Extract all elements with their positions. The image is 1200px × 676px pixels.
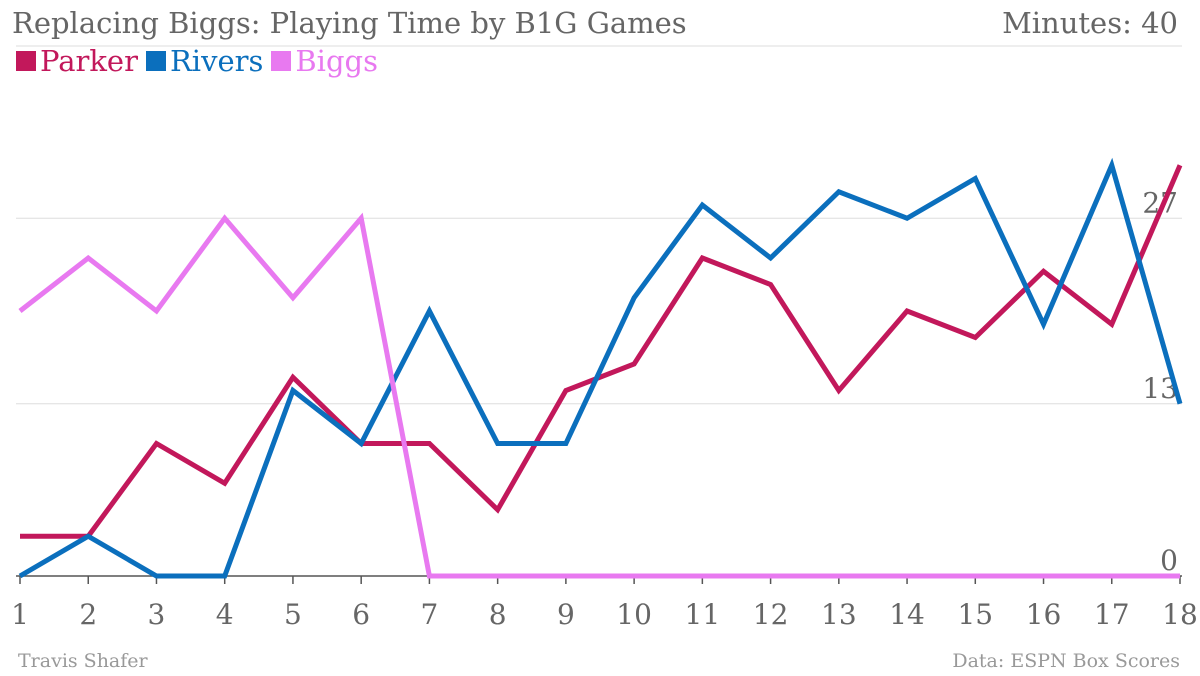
legend-item-biggs: Biggs (271, 44, 378, 78)
x-tick-label-3: 3 (148, 598, 166, 631)
legend-item-parker: Parker (16, 44, 138, 78)
legend-swatch-biggs (271, 51, 292, 71)
x-tick-label-10: 10 (616, 598, 652, 631)
chart-title: Replacing Biggs: Playing Time by B1G Gam… (12, 6, 687, 40)
series-line-biggs (18, 212, 1180, 579)
x-tick-label-5: 5 (284, 598, 302, 631)
y-max-label: Minutes: 40 (1002, 6, 1178, 40)
legend: Parker Rivers Biggs (16, 44, 378, 78)
x-tick-label-4: 4 (216, 598, 234, 631)
x-tick-label-16: 16 (1026, 598, 1062, 631)
credit-text: Travis Shafer (18, 650, 148, 672)
legend-label-biggs: Biggs (295, 44, 378, 78)
x-tick-label-15: 15 (957, 598, 993, 631)
legend-label-parker: Parker (40, 44, 138, 78)
x-tick-label-9: 9 (557, 598, 575, 631)
x-tick-label-11: 11 (685, 598, 721, 631)
y-tick-label-0: 0 (1160, 544, 1178, 577)
x-tick-label-1: 1 (11, 598, 29, 631)
x-tick-label-2: 2 (79, 598, 97, 631)
x-tick-label-18: 18 (1162, 598, 1198, 631)
legend-label-rivers: Rivers (169, 44, 264, 78)
series-line-parker (20, 164, 1183, 539)
legend-swatch-parker (16, 51, 36, 71)
x-tick-label-6: 6 (352, 598, 370, 631)
series-line-rivers (18, 157, 1183, 579)
x-tick-label-17: 17 (1094, 598, 1130, 631)
legend-swatch-rivers (145, 51, 166, 71)
x-tick-label-12: 12 (753, 598, 789, 631)
x-tick-label-14: 14 (889, 598, 925, 631)
legend-item-rivers: Rivers (145, 44, 264, 78)
source-text: Data: ESPN Box Scores (952, 650, 1180, 672)
x-tick-label-8: 8 (489, 598, 507, 631)
x-tick-label-7: 7 (420, 598, 438, 631)
x-tick-label-13: 13 (821, 598, 857, 631)
